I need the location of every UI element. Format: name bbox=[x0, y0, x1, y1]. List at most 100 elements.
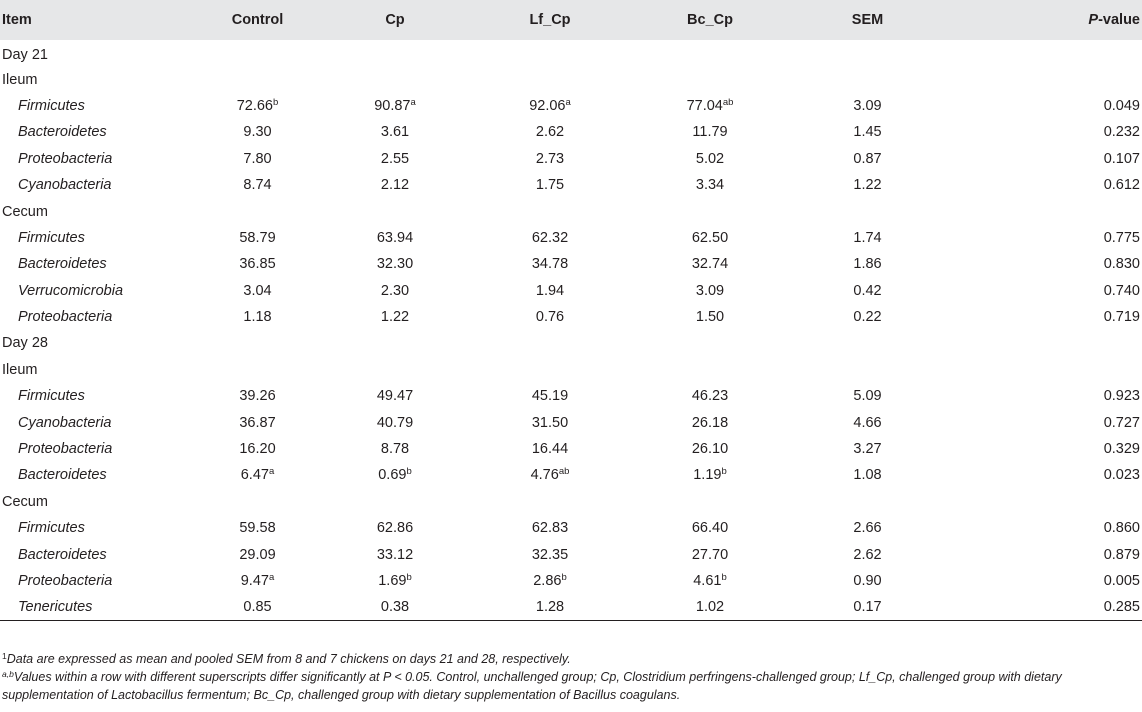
header-control: Control bbox=[231, 12, 284, 28]
cell-cp: 62.86 bbox=[320, 515, 470, 541]
footnote-2-text: Values within a row with different super… bbox=[2, 670, 1062, 702]
table-row: Proteobacteria 9.47a 1.69b 2.86b 4.61b 0.90 0.… bbox=[0, 568, 1142, 594]
cell-lf-cp: 2.86b bbox=[470, 568, 630, 594]
cell-control: 1.18 bbox=[195, 304, 320, 330]
significance-superscript: a bbox=[268, 572, 275, 583]
cell-cp: 2.12 bbox=[320, 172, 470, 198]
table-row: Proteobacteria 7.80 2.55 2.73 5.02 0.87 0.107 bbox=[0, 146, 1142, 172]
cell-cp: 90.87a bbox=[320, 93, 470, 119]
table-row: Verrucomicrobia 3.04 2.30 1.94 3.09 0.42 0.740 bbox=[0, 278, 1142, 304]
cell-cp: 3.61 bbox=[320, 119, 470, 145]
cell-bc-cp: 62.50 bbox=[630, 225, 790, 251]
cell-lf-cp-value: 4.76 bbox=[530, 467, 559, 484]
section-label-ileum: Ileum bbox=[2, 361, 38, 378]
cell-cp: 63.94 bbox=[320, 225, 470, 251]
cell-phylum: Bacteroidetes bbox=[18, 124, 107, 141]
cell-phylum: Firmicutes bbox=[18, 97, 85, 114]
cell-cp-value: 0.38 bbox=[380, 599, 410, 616]
cell-lf-cp-value: 32.35 bbox=[531, 546, 569, 563]
cell-control-value: 29.09 bbox=[239, 546, 276, 563]
cell-sem: 0.87 bbox=[853, 150, 882, 167]
significance-superscript: b bbox=[721, 572, 727, 583]
cell-p-value: 0.740 bbox=[1103, 282, 1140, 299]
significance-superscript: b bbox=[561, 572, 567, 583]
table-row: Firmicutes 58.79 63.94 62.32 62.50 1.74 0.775 bbox=[0, 225, 1142, 251]
cell-control-value: 3.04 bbox=[243, 282, 272, 299]
header-p-italic: P bbox=[1088, 12, 1099, 28]
significance-superscript: a bbox=[410, 96, 416, 108]
cell-lf-cp-value: 62.32 bbox=[531, 229, 569, 246]
cell-cp-value: 40.79 bbox=[376, 414, 414, 431]
footnote-1-mark: 1 bbox=[2, 651, 7, 661]
cell-control-value: 59.58 bbox=[239, 520, 276, 537]
cell-bc-cp: 4.61b bbox=[630, 568, 790, 594]
microbiota-table: Item Control Cp Lf_Cp Bc_Cp SEM P-value … bbox=[0, 0, 1142, 621]
cell-p-value: 0.923 bbox=[1103, 388, 1140, 405]
cell-sem: 2.66 bbox=[853, 520, 882, 537]
cell-control: 72.66b bbox=[195, 93, 320, 119]
cell-cp-value: 3.61 bbox=[380, 124, 410, 141]
section-label-day21: Day 21 bbox=[2, 47, 48, 64]
significance-superscript: b bbox=[406, 572, 412, 583]
table-row: Bacteroidetes 9.30 3.61 2.62 11.79 1.45 0.232 bbox=[0, 119, 1142, 145]
cell-sem: 0.17 bbox=[853, 599, 882, 616]
cell-control: 8.74 bbox=[195, 172, 320, 198]
cell-control: 16.20 bbox=[195, 436, 320, 462]
cell-bc-cp-value: 1.50 bbox=[695, 309, 725, 326]
cell-lf-cp: 92.06a bbox=[470, 93, 630, 119]
cell-control-value: 39.26 bbox=[239, 388, 276, 405]
header-p-rest: -value bbox=[1098, 12, 1140, 28]
cell-cp: 49.47 bbox=[320, 383, 470, 409]
cell-lf-cp-value: 16.44 bbox=[531, 441, 569, 458]
cell-control-value: 7.80 bbox=[243, 150, 272, 167]
cell-bc-cp: 27.70 bbox=[630, 541, 790, 567]
cell-lf-cp: 31.50 bbox=[470, 409, 630, 435]
cell-sem: 1.22 bbox=[853, 177, 882, 194]
cell-lf-cp: 2.62 bbox=[470, 119, 630, 145]
cell-p-value: 0.830 bbox=[1103, 256, 1140, 273]
cell-cp-value: 2.55 bbox=[380, 150, 410, 167]
cell-phylum: Cyanobacteria bbox=[18, 414, 112, 431]
section-label-ileum: Ileum bbox=[2, 71, 38, 88]
cell-cp: 0.69b bbox=[320, 462, 470, 488]
cell-control: 58.79 bbox=[195, 225, 320, 251]
cell-p-value: 0.005 bbox=[1103, 573, 1140, 589]
table-row: Proteobacteria 1.18 1.22 0.76 1.50 0.22 0.719 bbox=[0, 304, 1142, 330]
cell-cp: 32.30 bbox=[320, 251, 470, 277]
cell-lf-cp-value: 1.94 bbox=[535, 282, 565, 299]
cell-p-value: 0.727 bbox=[1103, 414, 1140, 431]
cell-lf-cp: 62.32 bbox=[470, 225, 630, 251]
table-row: Firmicutes 39.26 49.47 45.19 46.23 5.09 0.923 bbox=[0, 383, 1142, 409]
cell-lf-cp: 16.44 bbox=[470, 436, 630, 462]
cell-cp: 2.30 bbox=[320, 278, 470, 304]
section-row: Day 28 bbox=[0, 330, 1142, 356]
cell-control-value: 0.85 bbox=[243, 599, 272, 616]
cell-control-value: 9.30 bbox=[243, 124, 272, 141]
cell-sem: 2.62 bbox=[853, 546, 882, 563]
cell-bc-cp-value: 11.79 bbox=[692, 124, 728, 141]
cell-phylum: Firmicutes bbox=[18, 520, 85, 537]
cell-bc-cp: 3.34 bbox=[630, 172, 790, 198]
header-p-value: P-value bbox=[945, 0, 1142, 40]
cell-cp-value: 62.86 bbox=[376, 520, 414, 537]
header-item: Item bbox=[2, 12, 32, 28]
cell-bc-cp: 77.04ab bbox=[630, 93, 790, 119]
cell-lf-cp-value: 2.86 bbox=[533, 573, 562, 589]
cell-control-value: 36.85 bbox=[239, 256, 276, 273]
cell-lf-cp-value: 2.73 bbox=[535, 150, 565, 167]
cell-cp-value: 33.12 bbox=[376, 546, 414, 563]
section-label-cecum: Cecum bbox=[2, 493, 48, 510]
section-row: Day 21 bbox=[0, 40, 1142, 66]
cell-control: 36.85 bbox=[195, 251, 320, 277]
cell-bc-cp-value: 3.34 bbox=[695, 177, 725, 194]
cell-bc-cp: 46.23 bbox=[630, 383, 790, 409]
cell-p-value: 0.329 bbox=[1103, 441, 1140, 458]
cell-cp-value: 1.22 bbox=[380, 309, 410, 326]
cell-phylum: Firmicutes bbox=[18, 229, 85, 246]
cell-sem: 3.27 bbox=[853, 441, 882, 458]
table-row: Firmicutes 59.58 62.86 62.83 66.40 2.66 0.860 bbox=[0, 515, 1142, 541]
table-row: Cyanobacteria 8.74 2.12 1.75 3.34 1.22 0.612 bbox=[0, 172, 1142, 198]
cell-sem: 1.08 bbox=[853, 467, 882, 484]
cell-bc-cp-value: 27.70 bbox=[691, 546, 729, 563]
cell-p-value: 0.023 bbox=[1103, 467, 1140, 484]
